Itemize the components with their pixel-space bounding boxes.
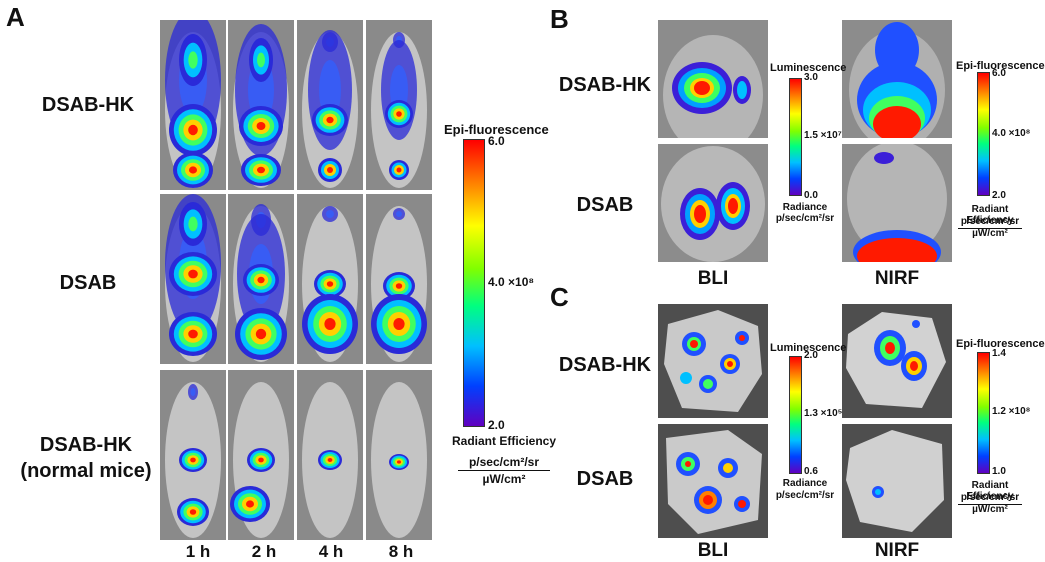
- panel-c-nirf-unit-title: Radiant Efficiency: [966, 480, 1014, 502]
- panel-c-row-dsab: DSAB: [576, 468, 634, 490]
- panel-b-nirf-dsab-image: [842, 144, 952, 262]
- panel-b-nirf-unit-num: p/sec/cm²/sr: [960, 216, 1020, 227]
- panel-b-nirf-colorbar: [977, 72, 990, 196]
- panel-a-scale-title: Epi-fluorescence: [444, 122, 549, 137]
- panel-c-bli-unit: p/sec/cm²/sr: [775, 490, 835, 501]
- panel-a-mouse-image: [366, 194, 432, 364]
- row-label-dsab-hk: DSAB-HK: [41, 94, 135, 116]
- panel-c-letter: C: [550, 282, 569, 312]
- panel-b-bli-unit: p/sec/cm²/sr: [775, 213, 835, 224]
- panel-c-nirf-mid: 1.2 ×10⁸: [992, 406, 1031, 417]
- panel-b-nirf-min: 2.0: [992, 190, 1006, 201]
- panel-c-bli-scale-title: Luminescence: [770, 342, 847, 354]
- panel-a-mouse-image: [228, 194, 294, 364]
- panel-a-mouse-image: [297, 20, 363, 190]
- panel-c-col-nirf: NIRF: [874, 540, 920, 561]
- panel-b-nirf-mid: 4.0 ×10⁸: [992, 128, 1031, 139]
- panel-b-bli-mid: 1.5 ×10⁷: [804, 130, 842, 141]
- panel-a-mouse-image: [297, 370, 363, 540]
- panel-b-letter: B: [550, 4, 569, 34]
- time-label-8h: 8 h: [388, 542, 414, 561]
- panel-a-mouse-image: [297, 194, 363, 364]
- panel-b-bli-max: 3.0: [804, 72, 818, 83]
- panel-b-row-dsab-hk: DSAB-HK: [558, 74, 652, 96]
- panel-b-nirf-unit-title: Radiant Efficiency: [966, 204, 1014, 226]
- panel-c-nirf-min: 1.0: [992, 466, 1006, 477]
- panel-b-nirf-unit-den: µW/cm²: [972, 228, 1008, 239]
- panel-c-nirf-max: 1.4: [992, 348, 1006, 359]
- panel-b-bli-scale-title: Luminescence: [770, 62, 847, 74]
- panel-c-bli-dsab-hk-image: [658, 304, 768, 418]
- panel-b-bli-min: 0.0: [804, 190, 818, 201]
- panel-a-mouse-image: [160, 20, 226, 190]
- panel-c-bli-mid: 1.3 ×10⁵: [804, 408, 843, 419]
- panel-c-nirf-dsab-hk-image: [842, 304, 952, 418]
- panel-a-scale-max: 6.0: [488, 134, 505, 148]
- panel-c-bli-min: 0.6: [804, 466, 818, 477]
- panel-a-mouse-image: [366, 370, 432, 540]
- panel-a-mouse-image: [160, 194, 226, 364]
- panel-c-bli-max: 2.0: [804, 350, 818, 361]
- panel-b-bli-colorbar: [789, 78, 802, 196]
- panel-c-nirf-unit-rule: [958, 504, 1022, 505]
- panel-a-scale-mid: 4.0 ×10⁸: [488, 275, 535, 289]
- panel-a-mouse-image: [228, 370, 294, 540]
- row-label-dsab-hk-normal: DSAB-HK (normal mice): [20, 434, 152, 482]
- panel-b-nirf-max: 6.0: [992, 68, 1006, 79]
- panel-a-unit-rule: [458, 470, 550, 471]
- panel-b-col-bli: BLI: [697, 268, 729, 289]
- panel-a-letter: A: [6, 2, 25, 32]
- panel-b-nirf-dsab-hk-image: [842, 20, 952, 138]
- panel-c-nirf-dsab-image: [842, 424, 952, 538]
- time-label-2h: 2 h: [251, 542, 277, 561]
- panel-c-nirf-unit-den: µW/cm²: [972, 504, 1008, 515]
- panel-b-bli-dsab-image: [658, 144, 768, 262]
- panel-b-bli-unit-title: Radiance: [782, 202, 828, 213]
- panel-a-unit-num: p/sec/cm²/sr: [468, 455, 540, 469]
- panel-c-bli-unit-title: Radiance: [782, 478, 828, 489]
- time-label-4h: 4 h: [318, 542, 344, 561]
- panel-b-bli-dsab-hk-image: [658, 20, 768, 138]
- panel-b-col-nirf: NIRF: [874, 268, 920, 289]
- panel-c-nirf-unit-num: p/sec/cm²/sr: [960, 492, 1020, 503]
- panel-c-bli-dsab-image: [658, 424, 768, 538]
- panel-c-row-dsab-hk: DSAB-HK: [558, 354, 652, 376]
- panel-c-col-bli: BLI: [697, 540, 729, 561]
- row-label-dsab: DSAB: [59, 272, 117, 294]
- panel-a-mouse-image: [160, 370, 226, 540]
- panel-b-nirf-unit-rule: [958, 228, 1022, 229]
- time-label-1h: 1 h: [185, 542, 211, 561]
- panel-a-mouse-image: [366, 20, 432, 190]
- panel-a-unit-den: µW/cm²: [482, 472, 526, 486]
- panel-c-bli-colorbar: [789, 356, 802, 474]
- panel-c-nirf-colorbar: [977, 352, 990, 474]
- panel-a-colorbar: [463, 139, 485, 427]
- panel-c-nirf-scale-title: Epi-fluorescence: [956, 338, 1045, 350]
- panel-a-scale-min: 2.0: [488, 418, 505, 432]
- panel-b-nirf-scale-title: Epi-fluorescence: [956, 60, 1045, 72]
- panel-b-row-dsab: DSAB: [576, 194, 634, 216]
- panel-a-unit-title: Radiant Efficiency: [451, 434, 557, 448]
- panel-a-mouse-image: [228, 20, 294, 190]
